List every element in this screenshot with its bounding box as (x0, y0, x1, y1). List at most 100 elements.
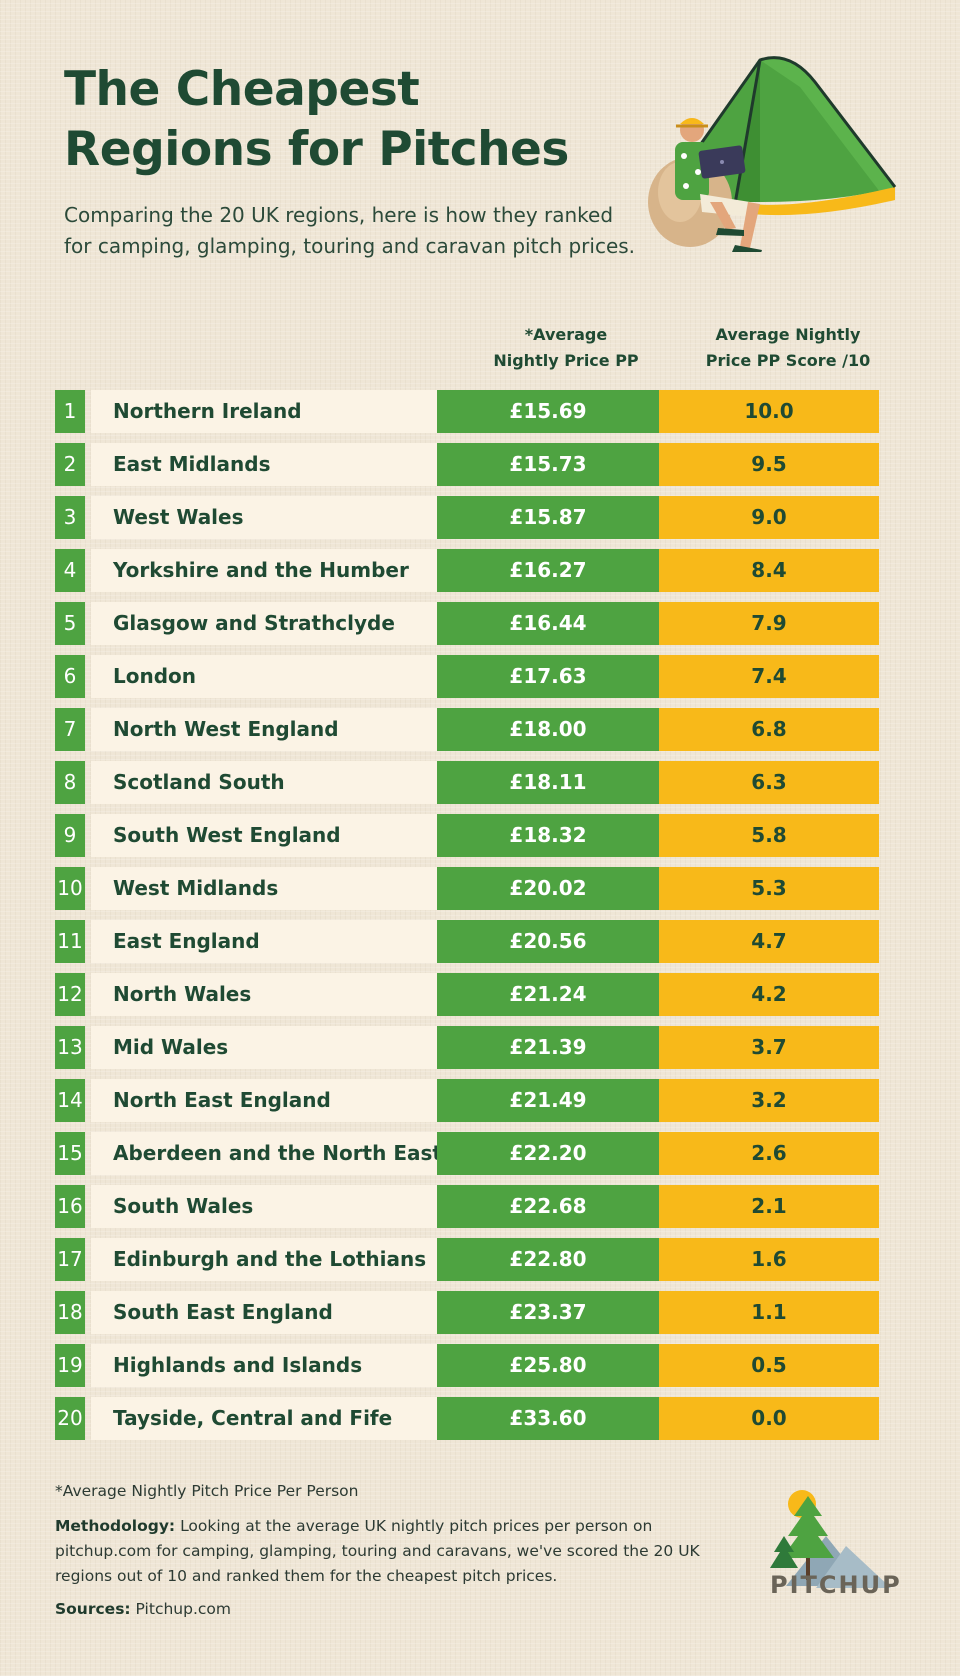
rank-cell: 9 (55, 814, 85, 857)
table-row: 10 West Midlands £20.02 5.3 (55, 867, 901, 910)
region-cell: North Wales (91, 973, 437, 1016)
score-cell: 8.4 (659, 549, 879, 592)
rank-cell: 10 (55, 867, 85, 910)
region-cell: South Wales (91, 1185, 437, 1228)
subtitle-line-1: Comparing the 20 UK regions, here is how… (64, 203, 614, 227)
table-row: 13 Mid Wales £21.39 3.7 (55, 1026, 901, 1069)
table-row: 9 South West England £18.32 5.8 (55, 814, 901, 857)
price-cell: £18.32 (437, 814, 659, 857)
region-cell: West Wales (91, 496, 437, 539)
rank-cell: 3 (55, 496, 85, 539)
title-line-2: Regions for Pitches (64, 122, 569, 177)
rank-cell: 4 (55, 549, 85, 592)
footnote: *Average Nightly Pitch Price Per Person (55, 1482, 359, 1500)
rank-cell: 14 (55, 1079, 85, 1122)
page-subtitle: Comparing the 20 UK regions, here is how… (64, 200, 664, 262)
price-cell: £18.00 (437, 708, 659, 751)
score-cell: 2.1 (659, 1185, 879, 1228)
methodology-text: Looking at the average UK nightly pitch … (55, 1517, 700, 1585)
sources-label: Sources: (55, 1600, 131, 1618)
table-row: 17 Edinburgh and the Lothians £22.80 1.6 (55, 1238, 901, 1281)
table-row: 16 South Wales £22.68 2.1 (55, 1185, 901, 1228)
table-row: 11 East England £20.56 4.7 (55, 920, 901, 963)
price-cell: £21.49 (437, 1079, 659, 1122)
methodology: Methodology: Looking at the average UK n… (55, 1514, 735, 1589)
rank-cell: 7 (55, 708, 85, 751)
score-cell: 3.7 (659, 1026, 879, 1069)
score-cell: 6.8 (659, 708, 879, 751)
table-row: 6 London £17.63 7.4 (55, 655, 901, 698)
price-cell: £16.44 (437, 602, 659, 645)
score-cell: 4.2 (659, 973, 879, 1016)
table-row: 3 West Wales £15.87 9.0 (55, 496, 901, 539)
price-cell: £22.20 (437, 1132, 659, 1175)
rank-cell: 5 (55, 602, 85, 645)
price-cell: £21.39 (437, 1026, 659, 1069)
price-cell: £20.02 (437, 867, 659, 910)
region-cell: South West England (91, 814, 437, 857)
rank-cell: 15 (55, 1132, 85, 1175)
price-cell: £15.87 (437, 496, 659, 539)
price-cell: £15.69 (437, 390, 659, 433)
price-cell: £25.80 (437, 1344, 659, 1387)
score-cell: 7.9 (659, 602, 879, 645)
region-cell: Scotland South (91, 761, 437, 804)
price-cell: £17.63 (437, 655, 659, 698)
score-cell: 0.5 (659, 1344, 879, 1387)
score-cell: 5.8 (659, 814, 879, 857)
rank-cell: 12 (55, 973, 85, 1016)
region-cell: Highlands and Islands (91, 1344, 437, 1387)
title-line-1: The Cheapest (64, 62, 420, 117)
price-cell: £33.60 (437, 1397, 659, 1440)
score-cell: 6.3 (659, 761, 879, 804)
rank-cell: 8 (55, 761, 85, 804)
rank-cell: 6 (55, 655, 85, 698)
region-cell: Tayside, Central and Fife (91, 1397, 437, 1440)
pitchup-logo-text: PITCHUP (770, 1571, 902, 1599)
table-row: 12 North Wales £21.24 4.2 (55, 973, 901, 1016)
rank-cell: 13 (55, 1026, 85, 1069)
rank-cell: 16 (55, 1185, 85, 1228)
table-row: 14 North East England £21.49 3.2 (55, 1079, 901, 1122)
rank-cell: 11 (55, 920, 85, 963)
region-cell: Yorkshire and the Humber (91, 549, 437, 592)
region-cell: South East England (91, 1291, 437, 1334)
score-cell: 9.0 (659, 496, 879, 539)
price-cell: £22.68 (437, 1185, 659, 1228)
score-cell: 1.6 (659, 1238, 879, 1281)
region-cell: East England (91, 920, 437, 963)
score-cell: 5.3 (659, 867, 879, 910)
price-cell: £21.24 (437, 973, 659, 1016)
region-cell: Mid Wales (91, 1026, 437, 1069)
price-header-line-1: *Average (524, 325, 608, 344)
score-header-line-2: Price PP Score /10 (705, 351, 871, 370)
methodology-label: Methodology: (55, 1517, 176, 1535)
region-cell: Glasgow and Strathclyde (91, 602, 437, 645)
score-cell: 3.2 (659, 1079, 879, 1122)
region-cell: North West England (91, 708, 437, 751)
table-row: 4 Yorkshire and the Humber £16.27 8.4 (55, 549, 901, 592)
region-cell: Aberdeen and the North East (91, 1132, 437, 1175)
page-title: The Cheapest Regions for Pitches (64, 60, 624, 180)
region-cell: North East England (91, 1079, 437, 1122)
score-column-header: Average Nightly Price PP Score /10 (678, 322, 898, 374)
table-row: 20 Tayside, Central and Fife £33.60 0.0 (55, 1397, 901, 1440)
score-cell: 1.1 (659, 1291, 879, 1334)
score-cell: 4.7 (659, 920, 879, 963)
table-row: 18 South East England £23.37 1.1 (55, 1291, 901, 1334)
rank-cell: 1 (55, 390, 85, 433)
price-column-header: *Average Nightly Price PP (456, 322, 676, 374)
footer: *Average Nightly Pitch Price Per Person … (55, 1479, 735, 1622)
price-cell: £23.37 (437, 1291, 659, 1334)
pitchup-logo-icon (770, 1490, 891, 1588)
rank-cell: 20 (55, 1397, 85, 1440)
table-row: 5 Glasgow and Strathclyde £16.44 7.9 (55, 602, 901, 645)
price-cell: £20.56 (437, 920, 659, 963)
region-cell: Edinburgh and the Lothians (91, 1238, 437, 1281)
table-row: 19 Highlands and Islands £25.80 0.5 (55, 1344, 901, 1387)
table-row: 2 East Midlands £15.73 9.5 (55, 443, 901, 486)
score-header-line-1: Average Nightly (715, 325, 861, 344)
sources-text: Pitchup.com (130, 1600, 231, 1618)
table-row: 1 Northern Ireland £15.69 10.0 (55, 390, 901, 433)
ranking-table: 1 Northern Ireland £15.69 10.0 2 East Midland… (55, 390, 901, 1450)
